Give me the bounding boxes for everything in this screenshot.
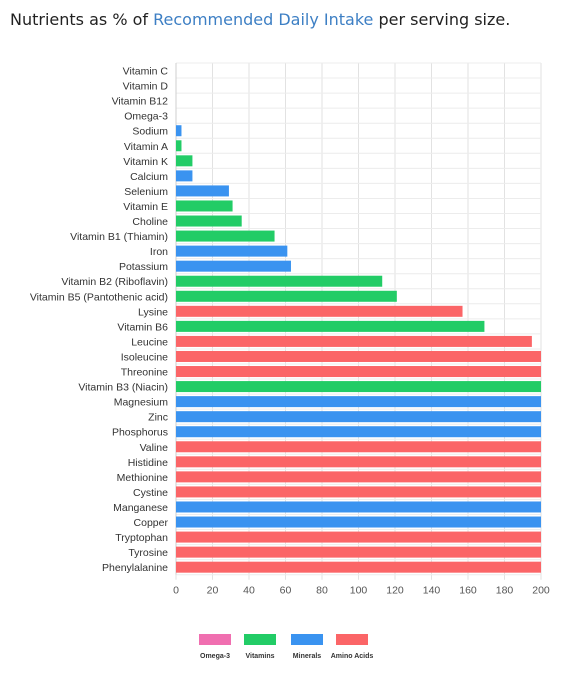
bar-vitamin-e — [176, 200, 233, 212]
bar-leucine — [176, 335, 532, 347]
x-tick-label: 60 — [280, 585, 292, 597]
bar-threonine — [176, 366, 541, 378]
legend-label-amino-acids: Amino Acids — [331, 653, 374, 660]
category-label-magnesium: Magnesium — [114, 397, 169, 409]
category-label-lysine: Lysine — [138, 306, 168, 318]
category-label-sodium: Sodium — [132, 126, 168, 138]
bar-methionine — [176, 471, 541, 483]
x-tick-label: 0 — [173, 585, 179, 597]
bar-copper — [176, 516, 541, 528]
bar-vitamin-b2-riboflavin — [176, 275, 383, 287]
category-label-choline: Choline — [132, 216, 168, 228]
bars — [176, 125, 541, 573]
category-label-vitamin-d: Vitamin D — [123, 81, 169, 93]
x-tick-label: 100 — [350, 585, 368, 597]
rdi-link[interactable]: Recommended Daily Intake — [153, 10, 374, 29]
bar-tyrosine — [176, 546, 541, 558]
bar-phosphorus — [176, 426, 541, 438]
category-label-valine: Valine — [140, 442, 169, 454]
bar-isoleucine — [176, 350, 541, 362]
category-label-phosphorus: Phosphorus — [112, 427, 168, 439]
heading-suffix: per serving size. — [373, 10, 511, 29]
bar-tryptophan — [176, 531, 541, 543]
bar-lysine — [176, 305, 463, 317]
legend-swatch-omega-3 — [199, 634, 231, 645]
legend-swatch-vitamins — [244, 634, 276, 645]
category-label-vitamin-b1-thiamin: Vitamin B1 (Thiamin) — [70, 231, 168, 243]
legend-swatch-amino-acids — [336, 634, 368, 645]
bar-vitamin-b1-thiamin — [176, 230, 275, 242]
category-label-isoleucine: Isoleucine — [121, 351, 168, 363]
bar-magnesium — [176, 396, 541, 408]
legend: Omega-3 Vitamins Minerals Amino Acids — [199, 634, 373, 660]
category-label-selenium: Selenium — [124, 186, 168, 198]
category-label-cystine: Cystine — [133, 487, 168, 499]
bar-iron — [176, 245, 288, 257]
bar-selenium — [176, 185, 229, 197]
bar-zinc — [176, 411, 541, 423]
x-tick-label: 200 — [532, 585, 550, 597]
category-label-iron: Iron — [150, 246, 168, 258]
category-label-vitamin-c: Vitamin C — [123, 66, 169, 78]
category-label-copper: Copper — [134, 517, 169, 529]
bar-calcium — [176, 170, 193, 182]
legend-label-omega-3: Omega-3 — [200, 653, 230, 660]
bar-sodium — [176, 125, 182, 137]
x-tick-label: 120 — [386, 585, 404, 597]
heading-prefix: Nutrients as % of — [10, 10, 154, 29]
category-labels: Vitamin C Vitamin D Vitamin B12 Omega-3 Sodi… — [30, 66, 169, 575]
category-label-vitamin-b6: Vitamin B6 — [117, 321, 168, 333]
category-label-vitamin-b2-riboflavin: Vitamin B2 (Riboflavin) — [61, 276, 168, 288]
x-tick-label: 40 — [243, 585, 255, 597]
category-label-calcium: Calcium — [130, 171, 168, 183]
bar-vitamin-a — [176, 140, 182, 152]
bar-vitamin-b3-niacin — [176, 381, 541, 393]
bar-histidine — [176, 456, 541, 468]
category-label-tryptophan: Tryptophan — [115, 532, 168, 544]
x-tick-label: 140 — [423, 585, 441, 597]
category-label-threonine: Threonine — [121, 367, 168, 379]
bar-valine — [176, 441, 541, 453]
x-tick-label: 180 — [496, 585, 514, 597]
x-tick-label: 20 — [207, 585, 219, 597]
category-label-vitamin-a: Vitamin A — [124, 141, 168, 153]
bar-vitamin-b6 — [176, 320, 485, 332]
category-label-manganese: Manganese — [113, 502, 168, 514]
category-label-potassium: Potassium — [119, 261, 168, 273]
category-label-vitamin-b5-pantothenic-acid: Vitamin B5 (Pantothenic acid) — [30, 291, 168, 303]
category-label-vitamin-b12: Vitamin B12 — [112, 96, 169, 108]
x-tick-label: 80 — [316, 585, 328, 597]
category-label-phenylalanine: Phenylalanine — [102, 562, 168, 574]
bar-phenylalanine — [176, 561, 541, 573]
x-axis-ticks: 0 20 40 60 80 100 120 140 160 180 200 — [173, 585, 550, 597]
category-label-vitamin-b3-niacin: Vitamin B3 (Niacin) — [78, 382, 168, 394]
category-label-methionine: Methionine — [117, 472, 169, 484]
legend-label-minerals: Minerals — [293, 653, 322, 660]
category-label-omega-3: Omega-3 — [124, 111, 168, 123]
category-label-leucine: Leucine — [131, 336, 168, 348]
bar-manganese — [176, 501, 541, 513]
bar-potassium — [176, 260, 291, 272]
legend-swatch-minerals — [291, 634, 323, 645]
legend-label-vitamins: Vitamins — [245, 653, 274, 660]
bar-vitamin-k — [176, 155, 193, 167]
bar-vitamin-b5-pantothenic-acid — [176, 290, 397, 302]
category-label-vitamin-e: Vitamin E — [123, 201, 168, 213]
bar-choline — [176, 215, 242, 227]
page-heading: Nutrients as % of Recommended Daily Inta… — [10, 10, 510, 29]
category-label-histidine: Histidine — [128, 457, 168, 469]
category-label-zinc: Zinc — [148, 412, 168, 424]
category-label-tyrosine: Tyrosine — [128, 547, 168, 559]
x-tick-label: 160 — [459, 585, 477, 597]
bar-cystine — [176, 486, 541, 498]
category-label-vitamin-k: Vitamin K — [123, 156, 168, 168]
